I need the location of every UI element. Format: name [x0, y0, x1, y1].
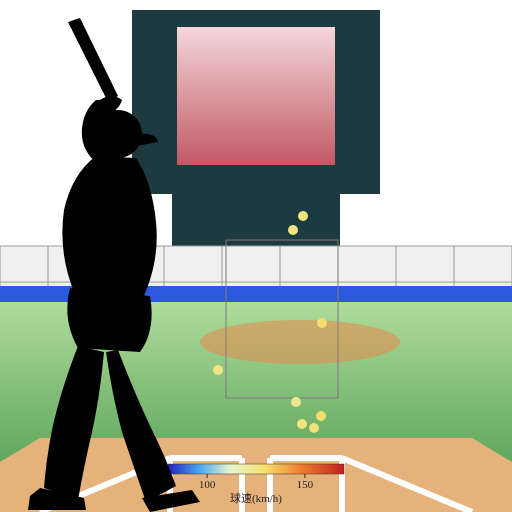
chart-svg: 100 150 球速(km/h): [0, 0, 512, 512]
colorbar-tick-label: 100: [199, 479, 216, 491]
pitch-marker: [291, 397, 301, 407]
pitch-location-chart: 100 150 球速(km/h): [0, 0, 512, 512]
pitch-marker: [298, 211, 308, 221]
colorbar: [168, 464, 344, 474]
pitch-marker: [309, 423, 319, 433]
pitch-marker: [213, 365, 223, 375]
pitch-marker: [316, 411, 326, 421]
colorbar-tick-label: 150: [297, 479, 314, 491]
pitch-marker: [288, 225, 298, 235]
pitch-marker: [297, 419, 307, 429]
scoreboard-screen: [176, 26, 336, 166]
mound: [200, 320, 400, 364]
colorbar-label: 球速(km/h): [230, 491, 282, 505]
pitch-marker: [317, 318, 327, 328]
